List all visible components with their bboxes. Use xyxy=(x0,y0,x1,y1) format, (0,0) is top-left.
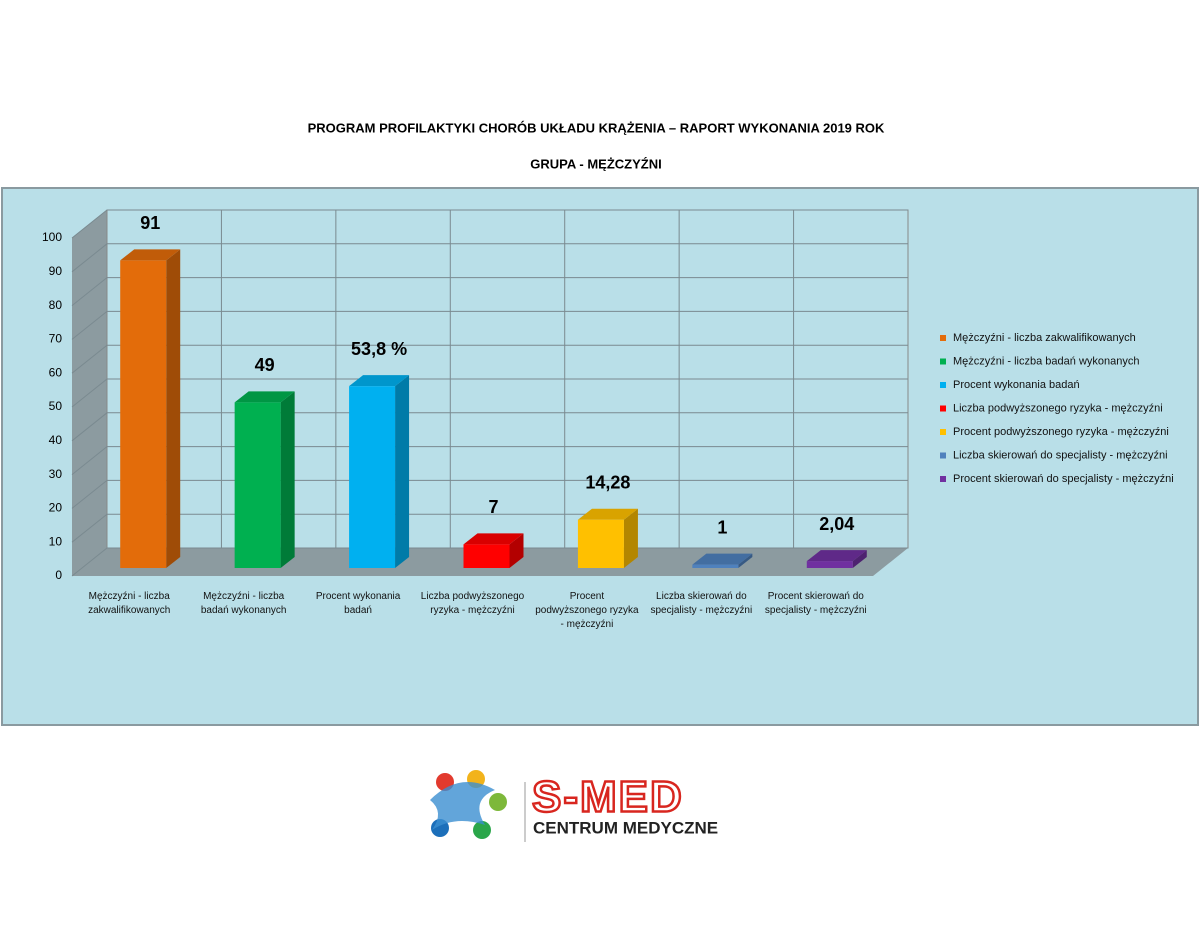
bar-side xyxy=(395,375,410,568)
y-tick-label: 50 xyxy=(49,399,63,413)
y-tick-label: 30 xyxy=(49,467,63,481)
grid-line xyxy=(71,547,908,577)
value-label: 53,8 % xyxy=(351,339,407,359)
legend-label: Mężczyźni - liczba zakwalifikowanych xyxy=(953,332,1136,344)
x-tick-label: Procent skierowań do specjalisty - mężcz… xyxy=(764,591,867,616)
y-tick-label: 100 xyxy=(42,230,62,244)
bar-front xyxy=(806,561,853,568)
bar-side xyxy=(509,533,524,568)
y-tick-label: 60 xyxy=(49,365,63,379)
y-tick-label: 90 xyxy=(49,264,63,278)
logo-tagline: CENTRUM MEDYCZNE xyxy=(533,818,718,837)
legend-swatch xyxy=(940,429,946,435)
y-tick-label: 10 xyxy=(49,534,63,548)
bar xyxy=(806,550,867,568)
grid-line xyxy=(71,412,908,442)
y-tick-label: 80 xyxy=(49,298,63,312)
logo-icon xyxy=(473,821,491,839)
x-tick-label: Procent podwyższonego ryzyka - mężczyźni xyxy=(535,591,639,630)
bar-top xyxy=(577,508,638,520)
bar-side xyxy=(623,508,638,568)
y-tick-label: 20 xyxy=(49,501,63,515)
y-tick-label: 40 xyxy=(49,433,63,447)
legend-swatch xyxy=(940,382,946,388)
bar-front xyxy=(577,519,624,568)
legend-label: Procent wykonania badań xyxy=(953,379,1080,391)
bar-top xyxy=(692,553,753,565)
bar-front xyxy=(692,564,739,568)
grid-line xyxy=(71,513,908,543)
chart-subtitle: GRUPA - MĘŻCZYŹNI xyxy=(530,156,661,171)
bar-top xyxy=(120,249,181,261)
grid-line xyxy=(71,479,908,509)
value-label: 49 xyxy=(255,355,275,375)
legend-swatch xyxy=(940,335,946,341)
legend-label: Procent skierowań do specjalisty - mężcz… xyxy=(953,473,1174,485)
bar xyxy=(463,533,524,568)
bar-top xyxy=(349,375,410,387)
grid-line xyxy=(71,378,908,408)
bar-front xyxy=(234,402,281,568)
grid-line xyxy=(71,344,908,374)
grid-line xyxy=(71,277,908,306)
bar-front xyxy=(463,544,510,568)
bar-top xyxy=(806,550,867,562)
x-tick-label: Mężczyźni - liczba badań wykonanych xyxy=(200,591,287,616)
bar-side xyxy=(738,553,753,568)
x-tick-label: Mężczyźni - liczba zakwalifikowanych xyxy=(88,591,171,616)
grid-line xyxy=(71,446,908,475)
grid-line xyxy=(71,209,908,239)
y-tick-label: 70 xyxy=(49,332,63,346)
value-label: 1 xyxy=(717,517,727,537)
bar xyxy=(234,391,295,568)
legend-label: Procent podwyższonego ryzyka - mężczyźni xyxy=(953,426,1169,438)
legend-label: Mężczyźni - liczba badań wykonanych xyxy=(953,355,1139,367)
legend-label: Liczba podwyższonego ryzyka - mężczyźni xyxy=(953,402,1163,414)
bar-front xyxy=(120,260,167,568)
bar xyxy=(692,553,753,568)
legend-swatch xyxy=(940,405,946,412)
logo-name: S-MED xyxy=(532,773,684,822)
bar-side xyxy=(166,249,181,569)
value-label: 7 xyxy=(488,497,498,517)
bar-front xyxy=(349,386,396,568)
logo: S-MED CENTRUM MEDYCZNE xyxy=(430,770,718,842)
bar xyxy=(577,508,638,568)
legend-swatch xyxy=(940,452,946,459)
legend-swatch xyxy=(940,476,946,482)
bar-top xyxy=(234,391,295,403)
chart-title: PROGRAM PROFILAKTYKI CHORÓB UKŁADU KRĄŻE… xyxy=(308,120,885,135)
grid-line xyxy=(71,310,908,340)
grid-line xyxy=(71,243,908,273)
value-label: 2,04 xyxy=(819,514,854,534)
legend-label: Liczba skierowań do specjalisty - mężczy… xyxy=(953,449,1168,461)
x-tick-label: Procent wykonania badań xyxy=(315,591,401,616)
y-tick-label: 0 xyxy=(55,568,62,582)
bar-top xyxy=(463,533,524,545)
logo-icon xyxy=(430,782,495,830)
logo-icon xyxy=(489,793,507,811)
x-tick-label: Liczba podwyższonego ryzyka - mężczyźni xyxy=(420,591,525,616)
x-tick-label: Liczba skierowań do specjalisty - mężczy… xyxy=(650,591,753,616)
value-label: 14,28 xyxy=(585,472,630,492)
value-label: 91 xyxy=(140,213,160,233)
bar-side xyxy=(280,391,295,568)
legend-swatch xyxy=(940,358,946,365)
bar xyxy=(120,249,181,569)
bar-side xyxy=(852,550,867,568)
bar xyxy=(349,375,410,568)
